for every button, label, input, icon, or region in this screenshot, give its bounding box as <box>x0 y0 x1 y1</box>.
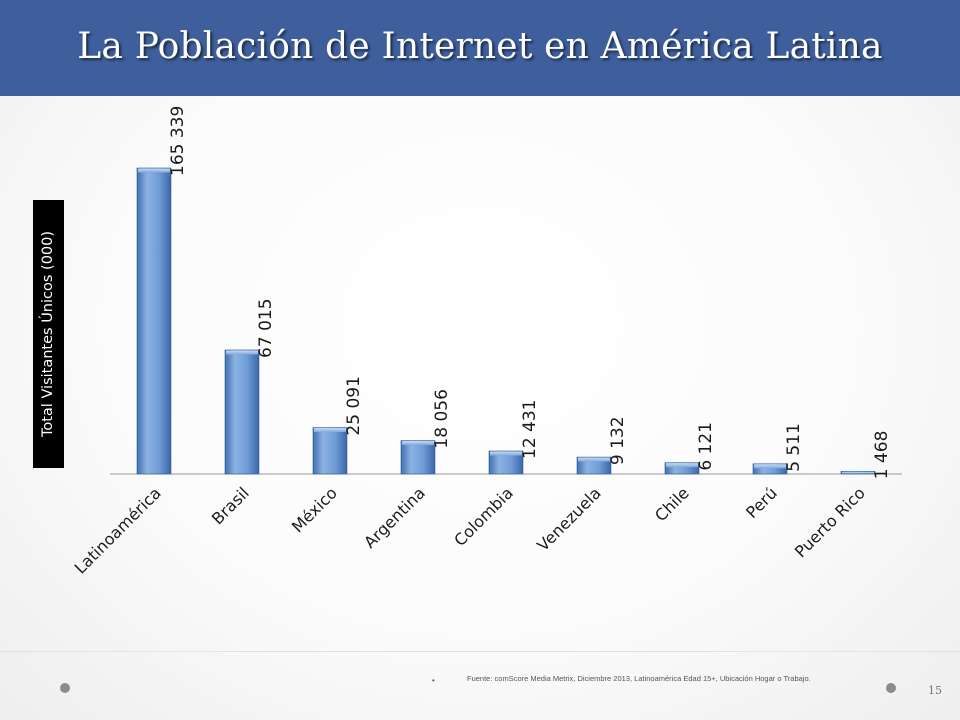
bar-colombia <box>488 450 524 475</box>
source-note: Fuente: comScore Media Metrix, Diciembre… <box>467 674 811 683</box>
y-axis-label-box <box>33 200 64 468</box>
bar-bevel <box>138 168 170 173</box>
category-label: Latinoamérica <box>71 483 165 577</box>
category-label: Perú <box>742 483 781 522</box>
bar-méxico <box>312 427 348 475</box>
value-label: 25 091 <box>344 376 364 435</box>
value-label: 165 339 <box>168 106 188 176</box>
bar-bevel <box>842 471 874 474</box>
title-bar <box>0 0 960 96</box>
value-label: 5 511 <box>784 423 804 472</box>
value-label: 12 431 <box>520 400 540 459</box>
bar-bevel <box>314 428 346 433</box>
page-number: 15 <box>928 684 942 697</box>
bar-chart: 165 339 67 015 25 091 18 056 12 431 9 132 6 12… <box>71 106 902 578</box>
value-label: 18 056 <box>432 389 452 448</box>
bar-bevel <box>754 464 786 469</box>
category-label: Venezuela <box>533 483 605 555</box>
category-label: Argentina <box>360 483 429 552</box>
bar-bevel <box>226 350 258 355</box>
category-label: Colombia <box>450 483 517 550</box>
bar-bevel <box>402 441 434 446</box>
slide-title: La Población de Internet en América Lati… <box>77 26 883 67</box>
bar-bevel <box>578 457 610 462</box>
bar-brasil <box>224 349 260 475</box>
value-label: 6 121 <box>696 422 716 471</box>
bar-latinoamérica <box>136 167 172 475</box>
bar-argentina <box>400 440 436 475</box>
category-label: Brasil <box>208 483 253 528</box>
value-label: 1 468 <box>872 431 892 480</box>
bar-bevel <box>490 451 522 456</box>
category-label: México <box>288 483 341 536</box>
bar-perú <box>752 463 788 475</box>
footer-divider <box>0 651 960 652</box>
bar-chile <box>664 462 700 475</box>
bar-bevel <box>666 463 698 468</box>
value-label: 67 015 <box>256 298 276 357</box>
value-label: 9 132 <box>608 416 628 465</box>
category-label: Puerto Rico <box>791 483 869 561</box>
footer-dot-left <box>60 683 70 693</box>
source-bullet: • <box>432 676 435 685</box>
footer-dot-right <box>886 683 896 693</box>
category-label: Chile <box>651 483 693 525</box>
